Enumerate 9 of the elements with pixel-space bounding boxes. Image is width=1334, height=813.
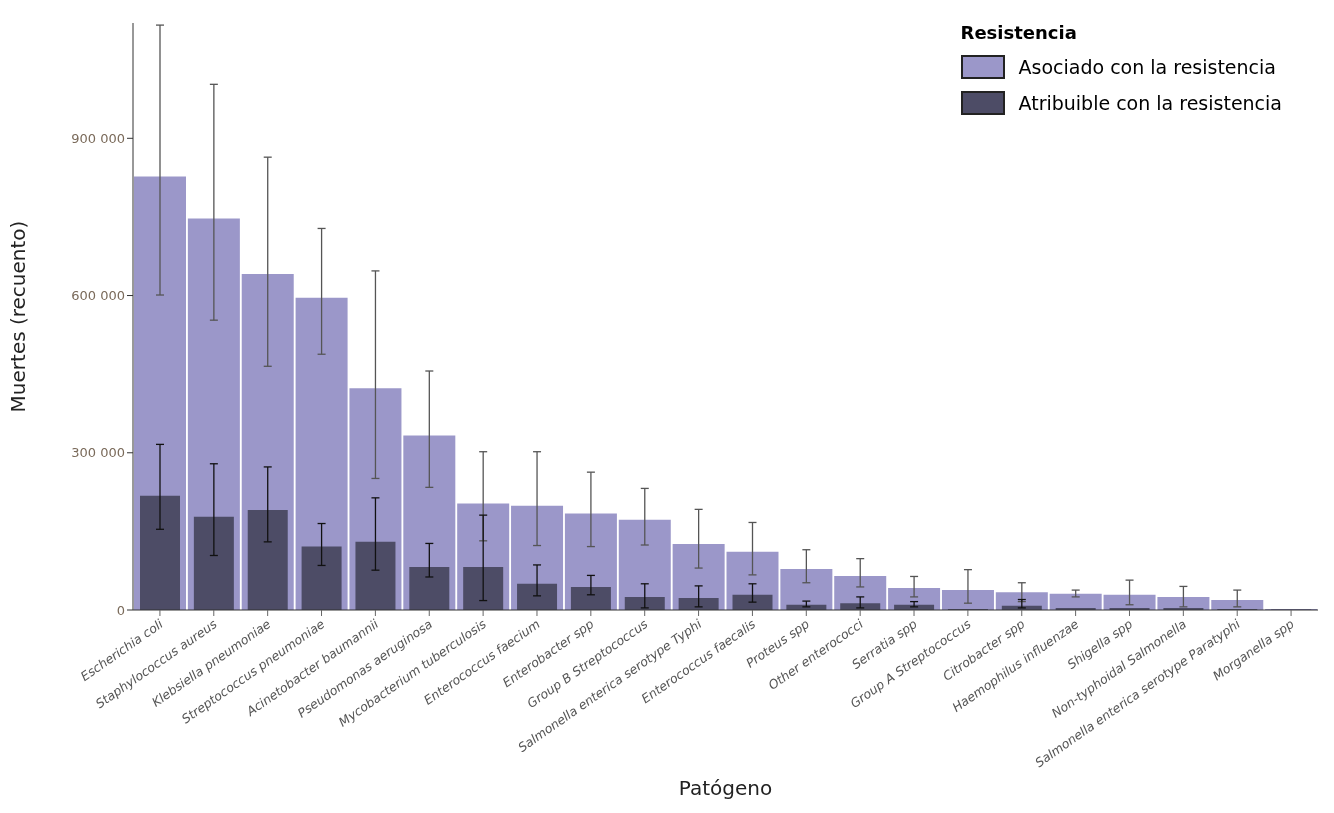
y-tick-label: 0 — [116, 602, 125, 618]
y-tick-label: 300 000 — [71, 445, 125, 461]
y-axis-title: Muertes (recuento) — [6, 220, 31, 413]
legend-label: Asociado con la resistencia — [1018, 56, 1276, 78]
y-tick-label: 600 000 — [71, 288, 125, 304]
legend-title: Resistencia — [960, 22, 1078, 43]
x-axis-title: Patógeno — [678, 776, 773, 800]
y-tick-label: 900 000 — [71, 130, 125, 146]
legend-label: Atribuible con la resistencia — [1018, 92, 1282, 114]
